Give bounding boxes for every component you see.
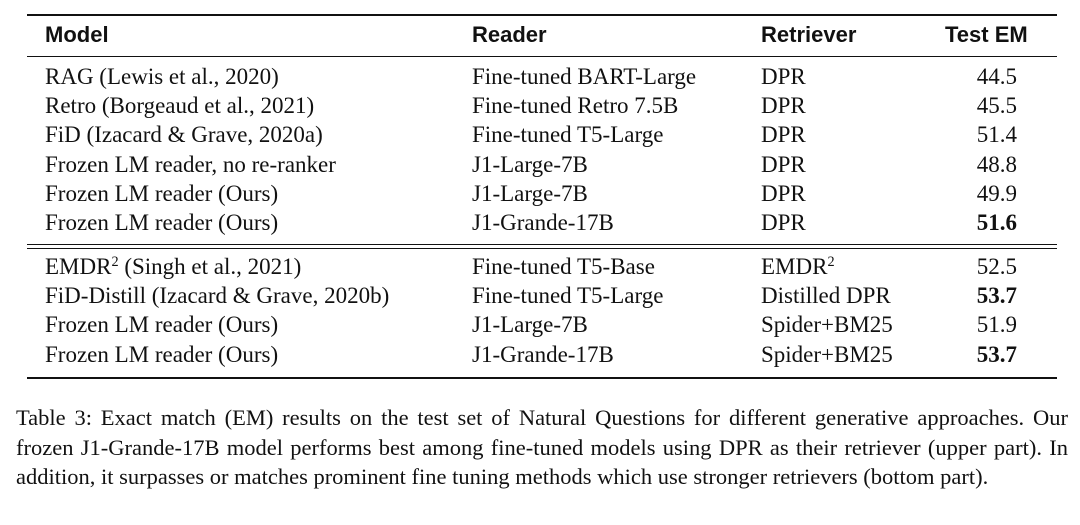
cell-test-em: 51.4 [976,122,1017,148]
cell-model: FiD (Izacard & Grave, 2020a) [45,122,323,148]
header-rule [27,56,1057,57]
cell-reader: Fine-tuned T5-Large [472,122,664,148]
table-caption: Table 3: Exact match (EM) results on the… [16,405,1068,489]
cell-reader: J1-Grande-17B [472,341,614,367]
cell-model: Frozen LM reader (Ours) [45,181,278,207]
model-name: FiD-Distill (Izacard & Grave, 2020b) [45,283,390,309]
model-name: Frozen LM reader, no re-ranker [45,151,336,177]
header-test-em: Test EM [945,22,1028,47]
cell-test-em: 52.5 [976,254,1017,279]
cell-retriever: DPR [761,152,806,178]
cell-test-em: 51.6 [976,210,1017,235]
cell-model: EMDR2 (Singh et al., 2021) [45,254,301,280]
section-divider-1 [27,244,1057,245]
model-name: Frozen LM reader (Ours) [45,341,279,367]
retriever-name: DPR [761,64,806,89]
retriever-superscript: 2 [827,254,835,271]
header-model: Model [45,22,109,47]
retriever-name: DPR [761,210,806,235]
cell-reader: J1-Grande-17B [472,210,614,235]
model-name: Frozen LM reader (Ours) [45,180,279,206]
cell-retriever: Spider+BM25 [761,312,893,338]
cell-model: Frozen LM reader (Ours) [45,342,278,368]
cell-reader: Fine-tuned T5-Large [472,283,664,309]
model-name: FiD (Izacard & Grave, 2020a) [45,122,323,148]
cell-retriever: DPR [761,210,806,236]
model-citation: (Singh et al., 2021) [118,254,302,279]
cell-test-em: 45.5 [976,93,1017,119]
cell-model: Frozen LM reader (Ours) [45,312,278,338]
model-superscript: 2 [111,254,119,271]
model-name: Frozen LM reader (Ours) [45,312,279,338]
model-name: Retro (Borgeaud et al., 2021) [45,93,315,119]
cell-reader: J1-Large-7B [472,312,588,338]
cell-test-em: 44.5 [976,64,1017,89]
cell-model: Frozen LM reader, no re-ranker [45,152,336,178]
cell-retriever: Spider+BM25 [761,342,893,368]
cell-retriever: DPR [761,93,806,119]
cell-test-em: 53.7 [976,341,1017,367]
cell-reader: Fine-tuned BART-Large [472,64,697,89]
cell-test-em: 51.9 [976,312,1017,338]
cell-model: Retro (Borgeaud et al., 2021) [45,93,314,119]
cell-retriever: DPR [761,181,806,207]
cell-retriever: EMDR2 [761,254,835,280]
cell-retriever: DPR [761,122,806,148]
cell-reader: J1-Large-7B [472,151,588,177]
cell-retriever: DPR [761,64,806,90]
retriever-name: DPR [761,93,806,119]
model-name: Frozen LM reader (Ours) [45,210,279,235]
cell-test-em: 53.7 [976,283,1017,309]
model-name: EMDR [45,254,112,279]
retriever-name: DPR [761,180,806,206]
retriever-name: EMDR [761,254,828,279]
cell-reader: Fine-tuned Retro 7.5B [472,93,679,119]
header-retriever: Retriever [761,22,857,47]
cell-model: FiD-Distill (Izacard & Grave, 2020b) [45,283,389,309]
cell-reader: J1-Large-7B [472,180,588,206]
cell-model: RAG (Lewis et al., 2020) [45,64,279,90]
retriever-name: DPR [761,151,806,177]
retriever-name: Spider+BM25 [761,312,893,338]
model-name: RAG (Lewis et al., 2020) [45,64,279,89]
cell-model: Frozen LM reader (Ours) [45,210,278,236]
cell-reader: Fine-tuned T5-Base [472,254,655,279]
header-reader: Reader [472,22,547,47]
cell-retriever: Distilled DPR [761,283,891,309]
section-divider-2 [27,248,1057,249]
retriever-name: Distilled DPR [761,283,891,309]
top-rule [27,14,1057,16]
bottom-rule [27,377,1057,379]
cell-test-em: 48.8 [976,151,1017,177]
retriever-name: DPR [761,122,806,148]
cell-test-em: 49.9 [976,180,1017,206]
retriever-name: Spider+BM25 [761,341,893,367]
